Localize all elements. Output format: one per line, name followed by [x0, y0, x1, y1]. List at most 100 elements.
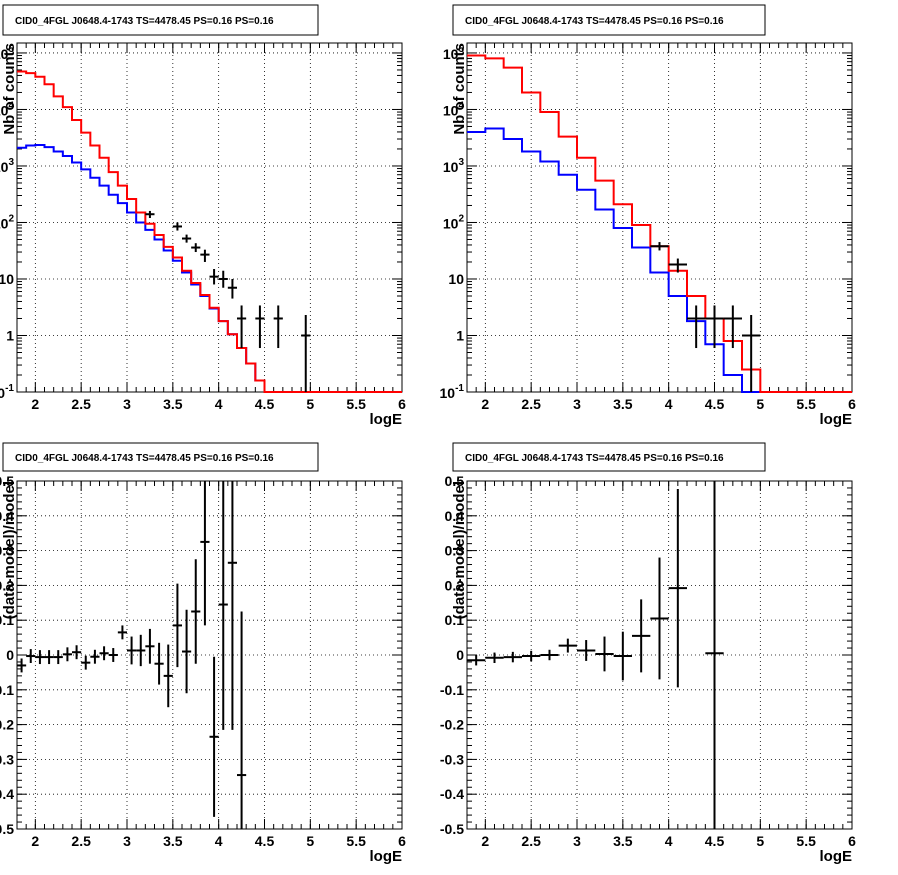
y-tick-label: 0	[456, 647, 464, 663]
y-tick-label: -0.1	[440, 682, 464, 698]
y-axis-label: (data-model)/model	[1, 481, 18, 619]
data-point	[90, 649, 100, 664]
x-tick-label: 4	[665, 396, 673, 412]
x-tick-label: 4.5	[255, 833, 275, 849]
x-tick-label: 3.5	[613, 396, 633, 412]
x-tick-label: 6	[848, 833, 856, 849]
data-point	[558, 638, 577, 653]
chart-title-box	[2, 442, 319, 472]
x-tick-label: 3	[123, 396, 131, 412]
y-tick-label: 10-1	[440, 383, 465, 401]
x-tick-label: 6	[398, 396, 406, 412]
y-tick-label: 0.3	[0, 543, 14, 559]
data-point	[172, 222, 182, 231]
y-tick-label: -0.2	[0, 717, 14, 733]
y-tick-label: 0.1	[0, 612, 14, 628]
y-tick-label: -0.3	[440, 751, 464, 767]
y-tick-label: 1	[456, 327, 464, 343]
x-tick-label: 2	[481, 396, 489, 412]
y-tick-label: 102	[443, 213, 465, 231]
y-tick-label: 103	[443, 157, 465, 175]
data-point	[705, 305, 724, 349]
data-point	[668, 258, 687, 273]
data-point	[182, 609, 192, 694]
x-tick-label: 6	[398, 833, 406, 849]
y-tick-label: -0.2	[440, 717, 464, 733]
total-model-histogram	[467, 54, 852, 393]
x-tick-label: 5.5	[796, 833, 816, 849]
y-axis-label: (data-model)/model	[451, 481, 468, 619]
source-model-histogram	[467, 127, 852, 393]
y-axis-label: Nb of counts	[451, 43, 468, 135]
y-tick-label: 0.2	[0, 577, 14, 593]
x-tick-label: 2	[31, 396, 39, 412]
y-tick-label: 105	[443, 44, 465, 62]
data-point	[26, 649, 36, 664]
x-tick-label: 3	[573, 396, 581, 412]
x-tick-label: 2.5	[71, 396, 91, 412]
data-point	[705, 481, 724, 829]
data-point	[485, 652, 504, 664]
x-tick-label: 3.5	[163, 396, 183, 412]
y-tick-label: 104	[443, 100, 465, 118]
chart-title: CID0_4FGL J0648.4-1743 TS=4478.45 PS=0.1…	[465, 453, 724, 464]
x-tick-label: 5	[306, 833, 314, 849]
x-tick-label: 4.5	[255, 396, 275, 412]
data-point	[163, 644, 173, 708]
data-point	[237, 611, 247, 829]
plot-frame	[466, 42, 853, 393]
data-point	[540, 649, 559, 661]
chart-panel-1: CID0_4FGL J0648.4-1743 TS=4478.45 PS=0.1…	[0, 4, 406, 428]
data-point	[209, 269, 219, 285]
data-point	[191, 243, 201, 253]
x-tick-label: 4	[215, 833, 223, 849]
x-tick-label: 5.5	[346, 396, 366, 412]
data-point	[522, 650, 541, 662]
y-tick-label: -0.3	[0, 751, 14, 767]
data-point	[227, 278, 237, 299]
data-point	[35, 650, 45, 665]
x-tick-label: 3.5	[163, 833, 183, 849]
x-tick-label: 3	[573, 833, 581, 849]
y-tick-label: 103	[0, 157, 14, 175]
y-tick-label: 105	[0, 44, 14, 62]
y-axis-label: Nb of counts	[1, 43, 18, 135]
data-point	[145, 628, 155, 664]
data-point	[723, 305, 742, 349]
chart-panel-2: CID0_4FGL J0648.4-1743 TS=4478.45 PS=0.1…	[440, 4, 856, 428]
chart-title-box	[452, 442, 766, 472]
chart-title: CID0_4FGL J0648.4-1743 TS=4478.45 PS=0.1…	[15, 16, 274, 27]
data-point	[191, 559, 201, 664]
x-tick-label: 4	[215, 396, 223, 412]
y-tick-label: -0.5	[0, 821, 14, 837]
data-point	[467, 655, 486, 666]
y-tick-label: 0.4	[445, 508, 465, 524]
data-point	[99, 646, 109, 661]
chart-title: CID0_4FGL J0648.4-1743 TS=4478.45 PS=0.1…	[15, 453, 274, 464]
chart-title-box	[2, 4, 319, 36]
data-point	[145, 210, 155, 219]
data-point	[200, 249, 210, 262]
y-tick-label: 102	[0, 213, 14, 231]
data-point	[613, 631, 632, 681]
data-point	[742, 315, 761, 392]
y-tick-label: 10-1	[0, 383, 14, 401]
chart-panel-3: CID0_4FGL J0648.4-1743 TS=4478.45 PS=0.1…	[0, 442, 406, 865]
y-tick-label: 0.4	[0, 508, 14, 524]
data-point	[182, 234, 192, 243]
y-tick-label: -0.5	[440, 821, 464, 837]
data-point	[227, 481, 237, 730]
y-tick-label: 1	[6, 327, 14, 343]
data-point	[687, 305, 706, 349]
chart-title: CID0_4FGL J0648.4-1743 TS=4478.45 PS=0.1…	[465, 16, 724, 27]
y-tick-label: 0.5	[0, 473, 14, 489]
x-tick-label: 2.5	[521, 833, 541, 849]
data-point	[136, 634, 146, 667]
y-tick-label: 0.2	[445, 577, 465, 593]
x-axis-label: logE	[820, 411, 853, 428]
x-tick-label: 2.5	[521, 396, 541, 412]
data-point	[81, 655, 91, 670]
data-point	[301, 315, 311, 392]
x-tick-label: 5.5	[346, 833, 366, 849]
data-point	[117, 625, 127, 640]
